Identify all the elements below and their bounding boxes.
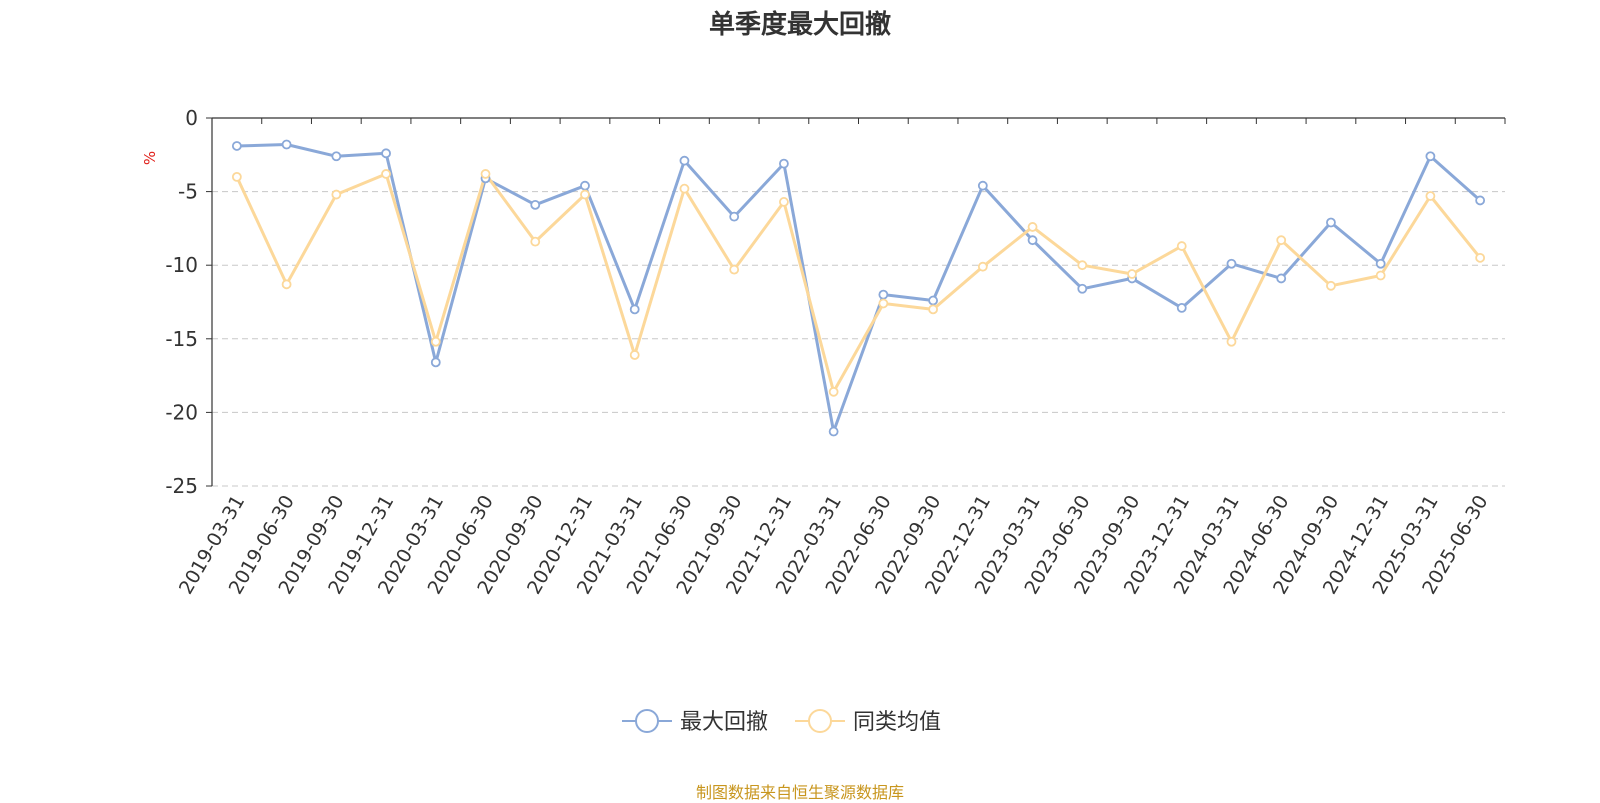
data-point-series-2 [1375,270,1386,281]
data-point-series-1 [231,141,242,151]
y-tick-label: -20 [165,400,198,424]
data-point-series-1 [828,426,839,437]
data-point-series-1 [1077,283,1088,294]
data-point-series-2 [928,304,938,315]
data-point-series-2 [629,350,640,360]
data-point-series-2 [878,298,889,309]
data-point-series-2 [1077,260,1088,271]
data-point-series-1 [530,199,541,210]
data-point-series-1 [1027,235,1038,246]
data-point-series-2 [828,386,839,397]
y-axis-label: % [141,151,159,165]
data-point-series-2 [1176,241,1187,251]
series-lines [235,143,1482,433]
source-note: 制图数据来自恒生聚源数据库 [695,783,904,802]
data-point-series-1 [629,304,640,315]
data-points [231,139,1486,437]
data-point-series-1 [381,148,391,159]
legend-item-2: 同类均值 [795,709,941,735]
legend-label: 最大回撤 [680,710,768,735]
data-point-series-2 [580,189,590,200]
data-point-series-1 [1475,195,1486,206]
data-point-series-1 [1326,217,1336,228]
data-point-series-1 [977,180,988,191]
data-point-series-2 [530,236,541,247]
legend: 最大回撤 同类均值 [622,709,941,735]
data-point-series-1 [281,139,292,150]
data-point-series-1 [1375,258,1386,269]
data-point-series-2 [1425,191,1436,201]
legend-marker [635,709,659,733]
data-point-series-2 [1226,336,1237,347]
data-point-series-2 [729,264,740,275]
data-point-series-1 [1276,273,1287,284]
data-point-series-2 [1127,269,1137,279]
data-point-series-2 [1475,252,1486,263]
y-tick-label: -25 [165,474,198,498]
y-tick-label: 0 [185,106,198,130]
data-point-series-1 [1226,258,1237,269]
legend-label: 同类均值 [853,710,941,735]
data-point-series-1 [878,289,889,300]
series-line-1 [236,143,1482,433]
y-tick-label: -5 [178,180,198,204]
legend-marker [808,709,832,733]
y-tick-label: -15 [165,327,198,351]
data-point-series-2 [430,336,441,347]
data-point-series-1 [1176,302,1187,313]
series-line-2 [235,172,1482,394]
data-point-series-2 [1276,235,1287,246]
data-point-series-2 [480,169,491,179]
data-point-series-2 [1326,280,1336,291]
data-point-series-2 [381,169,391,179]
data-point-series-2 [779,197,789,207]
data-point-series-1 [928,295,938,306]
data-point-series-2 [281,279,292,290]
chart-title: 单季度最大回撤 [708,10,891,40]
data-point-series-1 [729,211,740,222]
data-point-series-2 [977,261,988,272]
data-point-series-1 [430,357,441,368]
data-point-series-1 [580,180,590,191]
data-point-series-2 [1027,222,1038,232]
data-point-series-1 [1425,151,1436,162]
data-point-series-1 [331,151,342,162]
data-point-series-2 [231,171,242,182]
data-point-series-1 [679,155,690,166]
y-tick-label: -10 [165,253,198,277]
data-point-series-2 [331,189,342,200]
data-point-series-2 [679,183,690,194]
legend-item-1: 最大回撤 [622,709,768,735]
grid-lines [212,191,1505,487]
data-point-series-1 [779,158,789,169]
